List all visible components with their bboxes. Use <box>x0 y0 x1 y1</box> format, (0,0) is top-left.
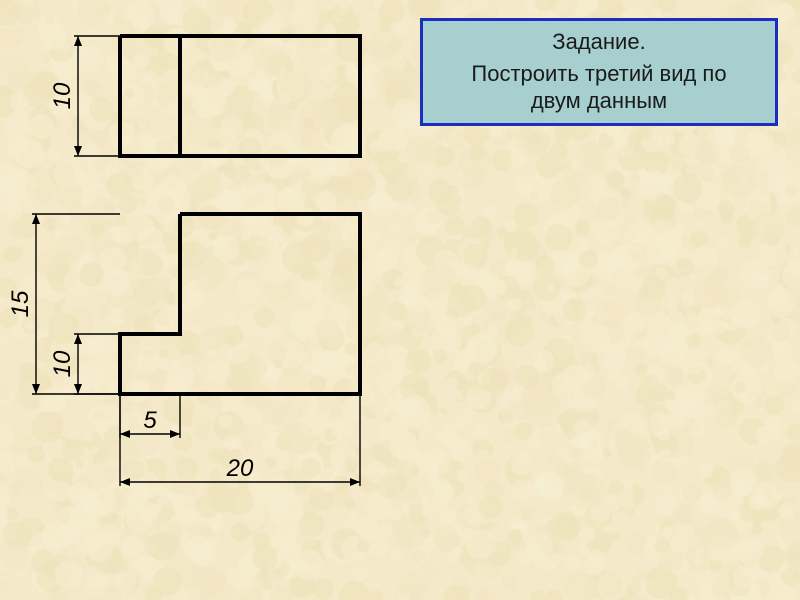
page-content: Задание. Построить третий вид по двум да… <box>0 0 800 600</box>
svg-text:10: 10 <box>49 82 76 109</box>
engineering-drawing: 10 15 10 5 20 <box>0 0 800 600</box>
svg-text:15: 15 <box>7 290 34 317</box>
svg-text:5: 5 <box>143 407 157 434</box>
svg-text:20: 20 <box>226 455 254 482</box>
svg-text:10: 10 <box>49 350 76 377</box>
